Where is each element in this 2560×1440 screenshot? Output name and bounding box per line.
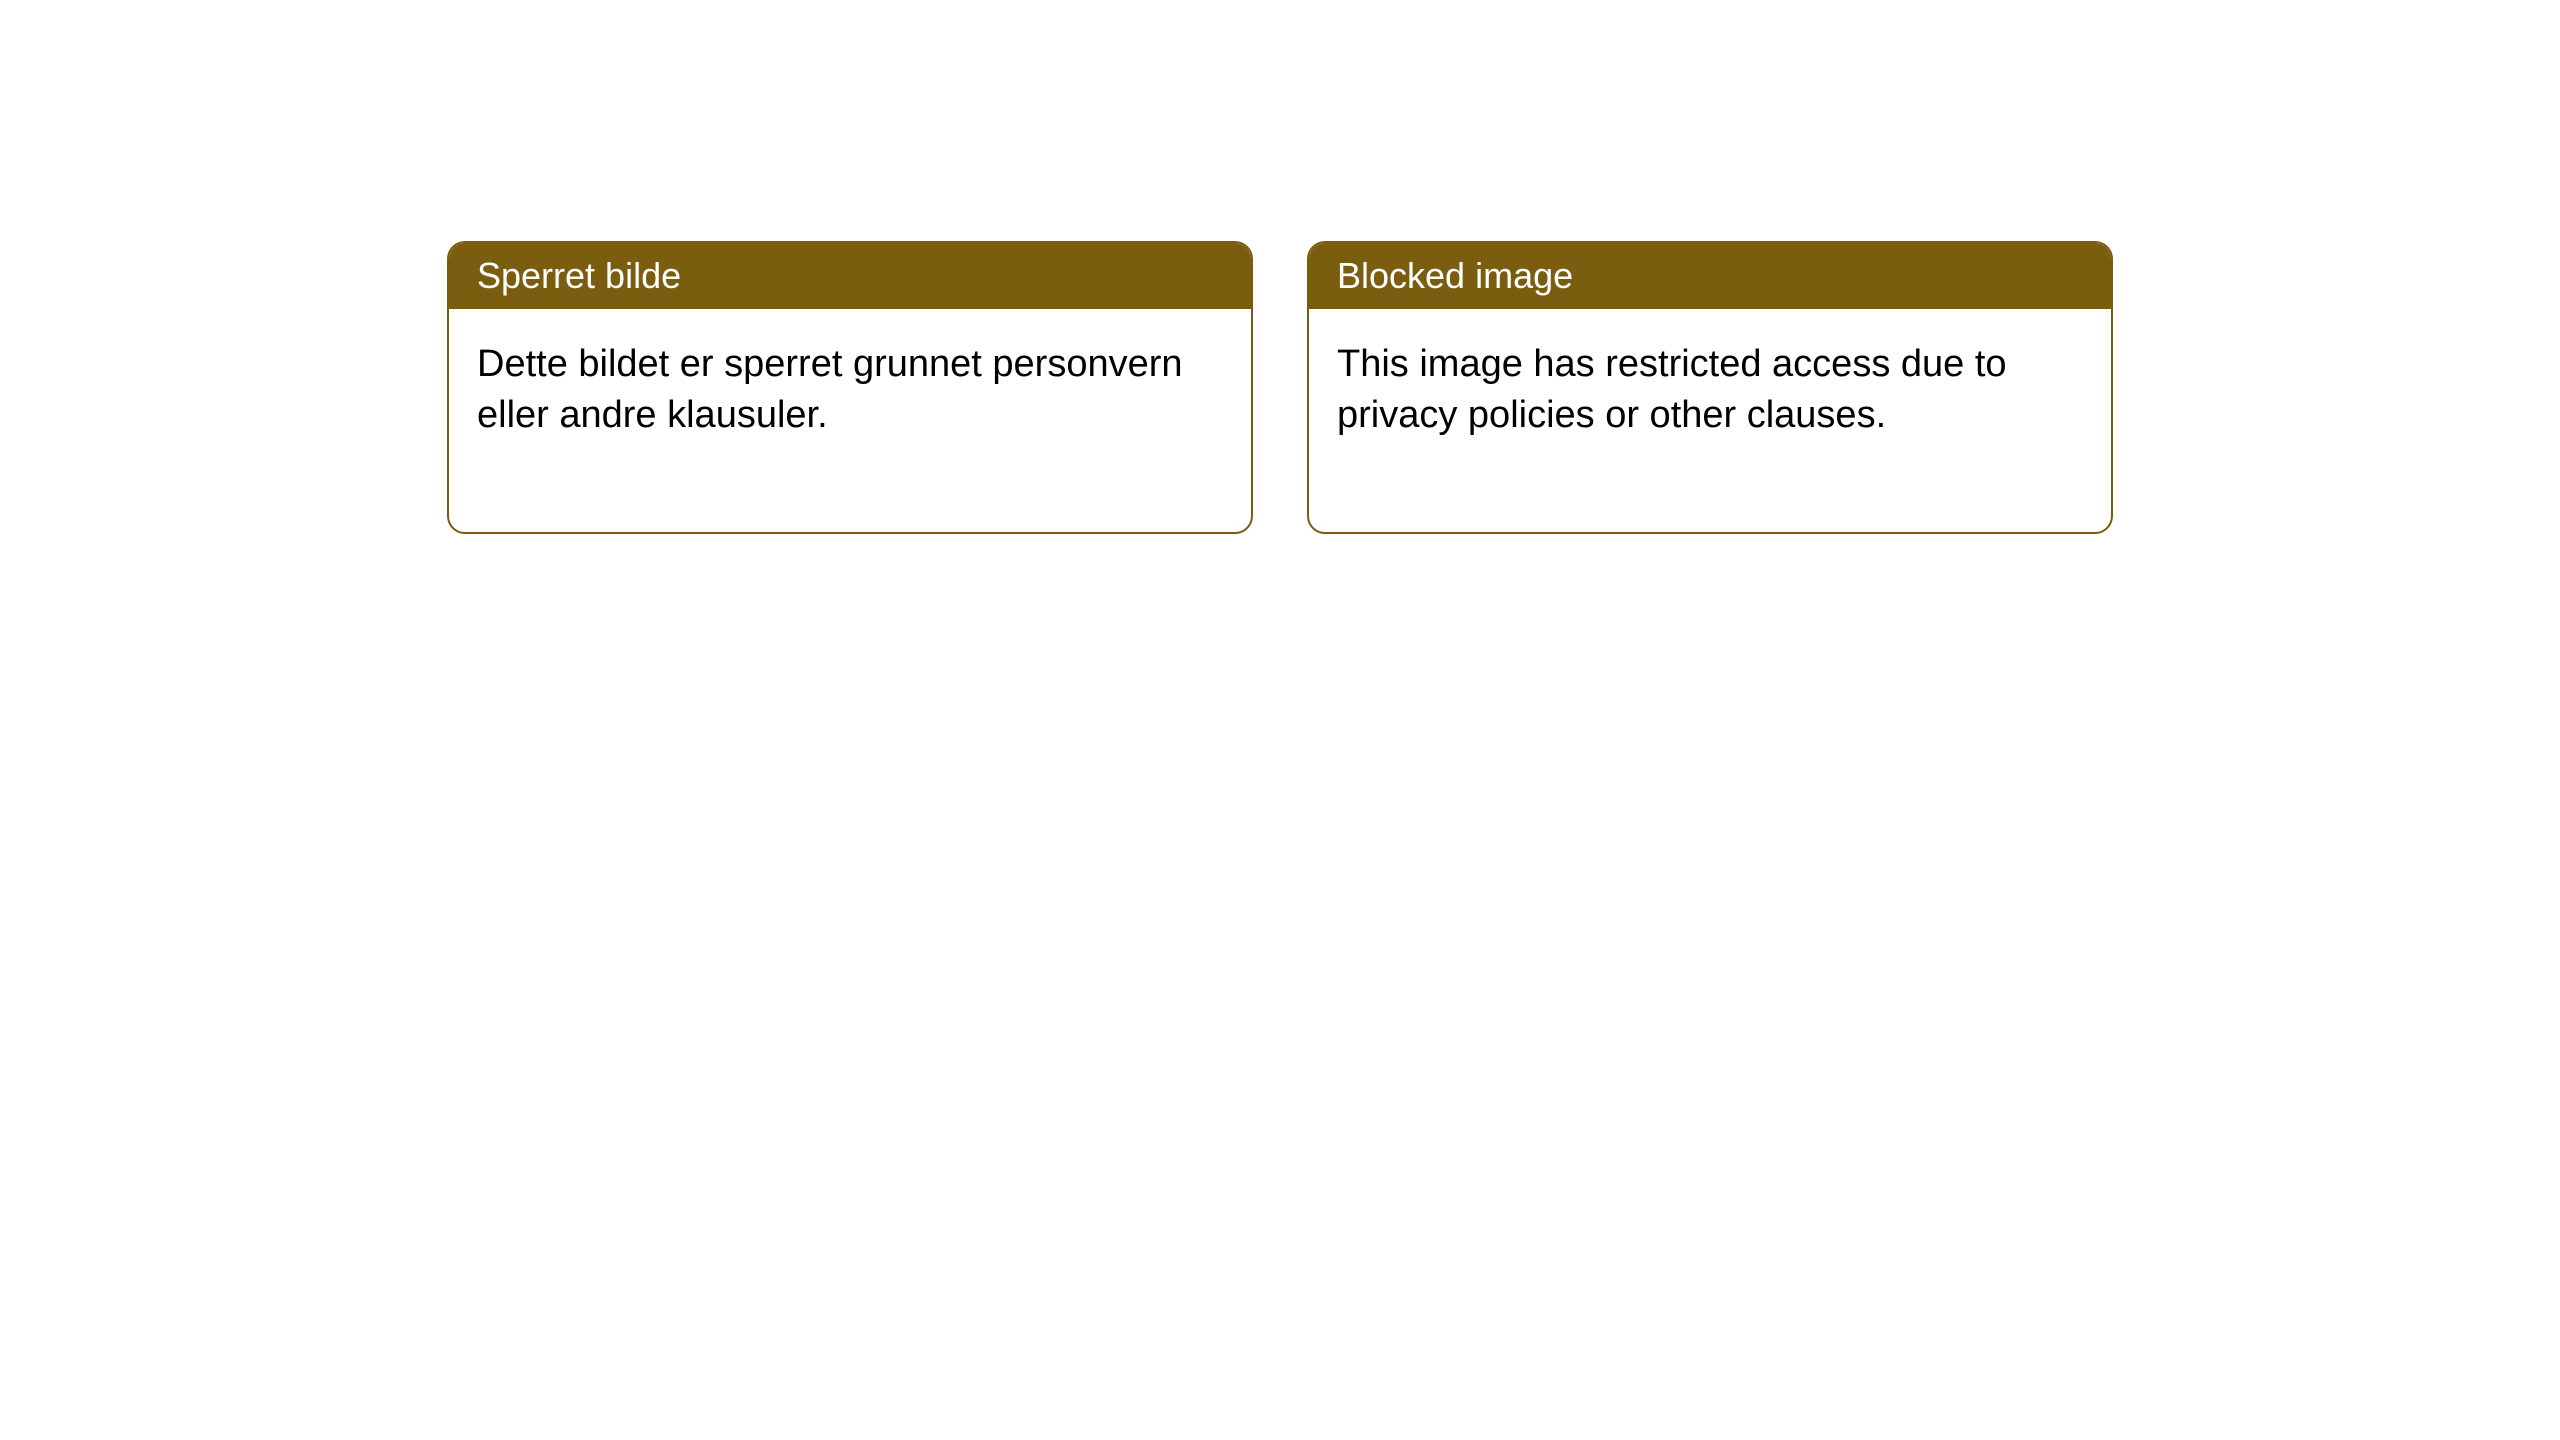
notice-header: Blocked image bbox=[1309, 243, 2111, 309]
notice-box-norwegian: Sperret bilde Dette bildet er sperret gr… bbox=[447, 241, 1253, 534]
notice-header: Sperret bilde bbox=[449, 243, 1251, 309]
notice-box-english: Blocked image This image has restricted … bbox=[1307, 241, 2113, 534]
notice-body: This image has restricted access due to … bbox=[1309, 309, 2111, 532]
notices-container: Sperret bilde Dette bildet er sperret gr… bbox=[447, 241, 2113, 534]
notice-body: Dette bildet er sperret grunnet personve… bbox=[449, 309, 1251, 532]
